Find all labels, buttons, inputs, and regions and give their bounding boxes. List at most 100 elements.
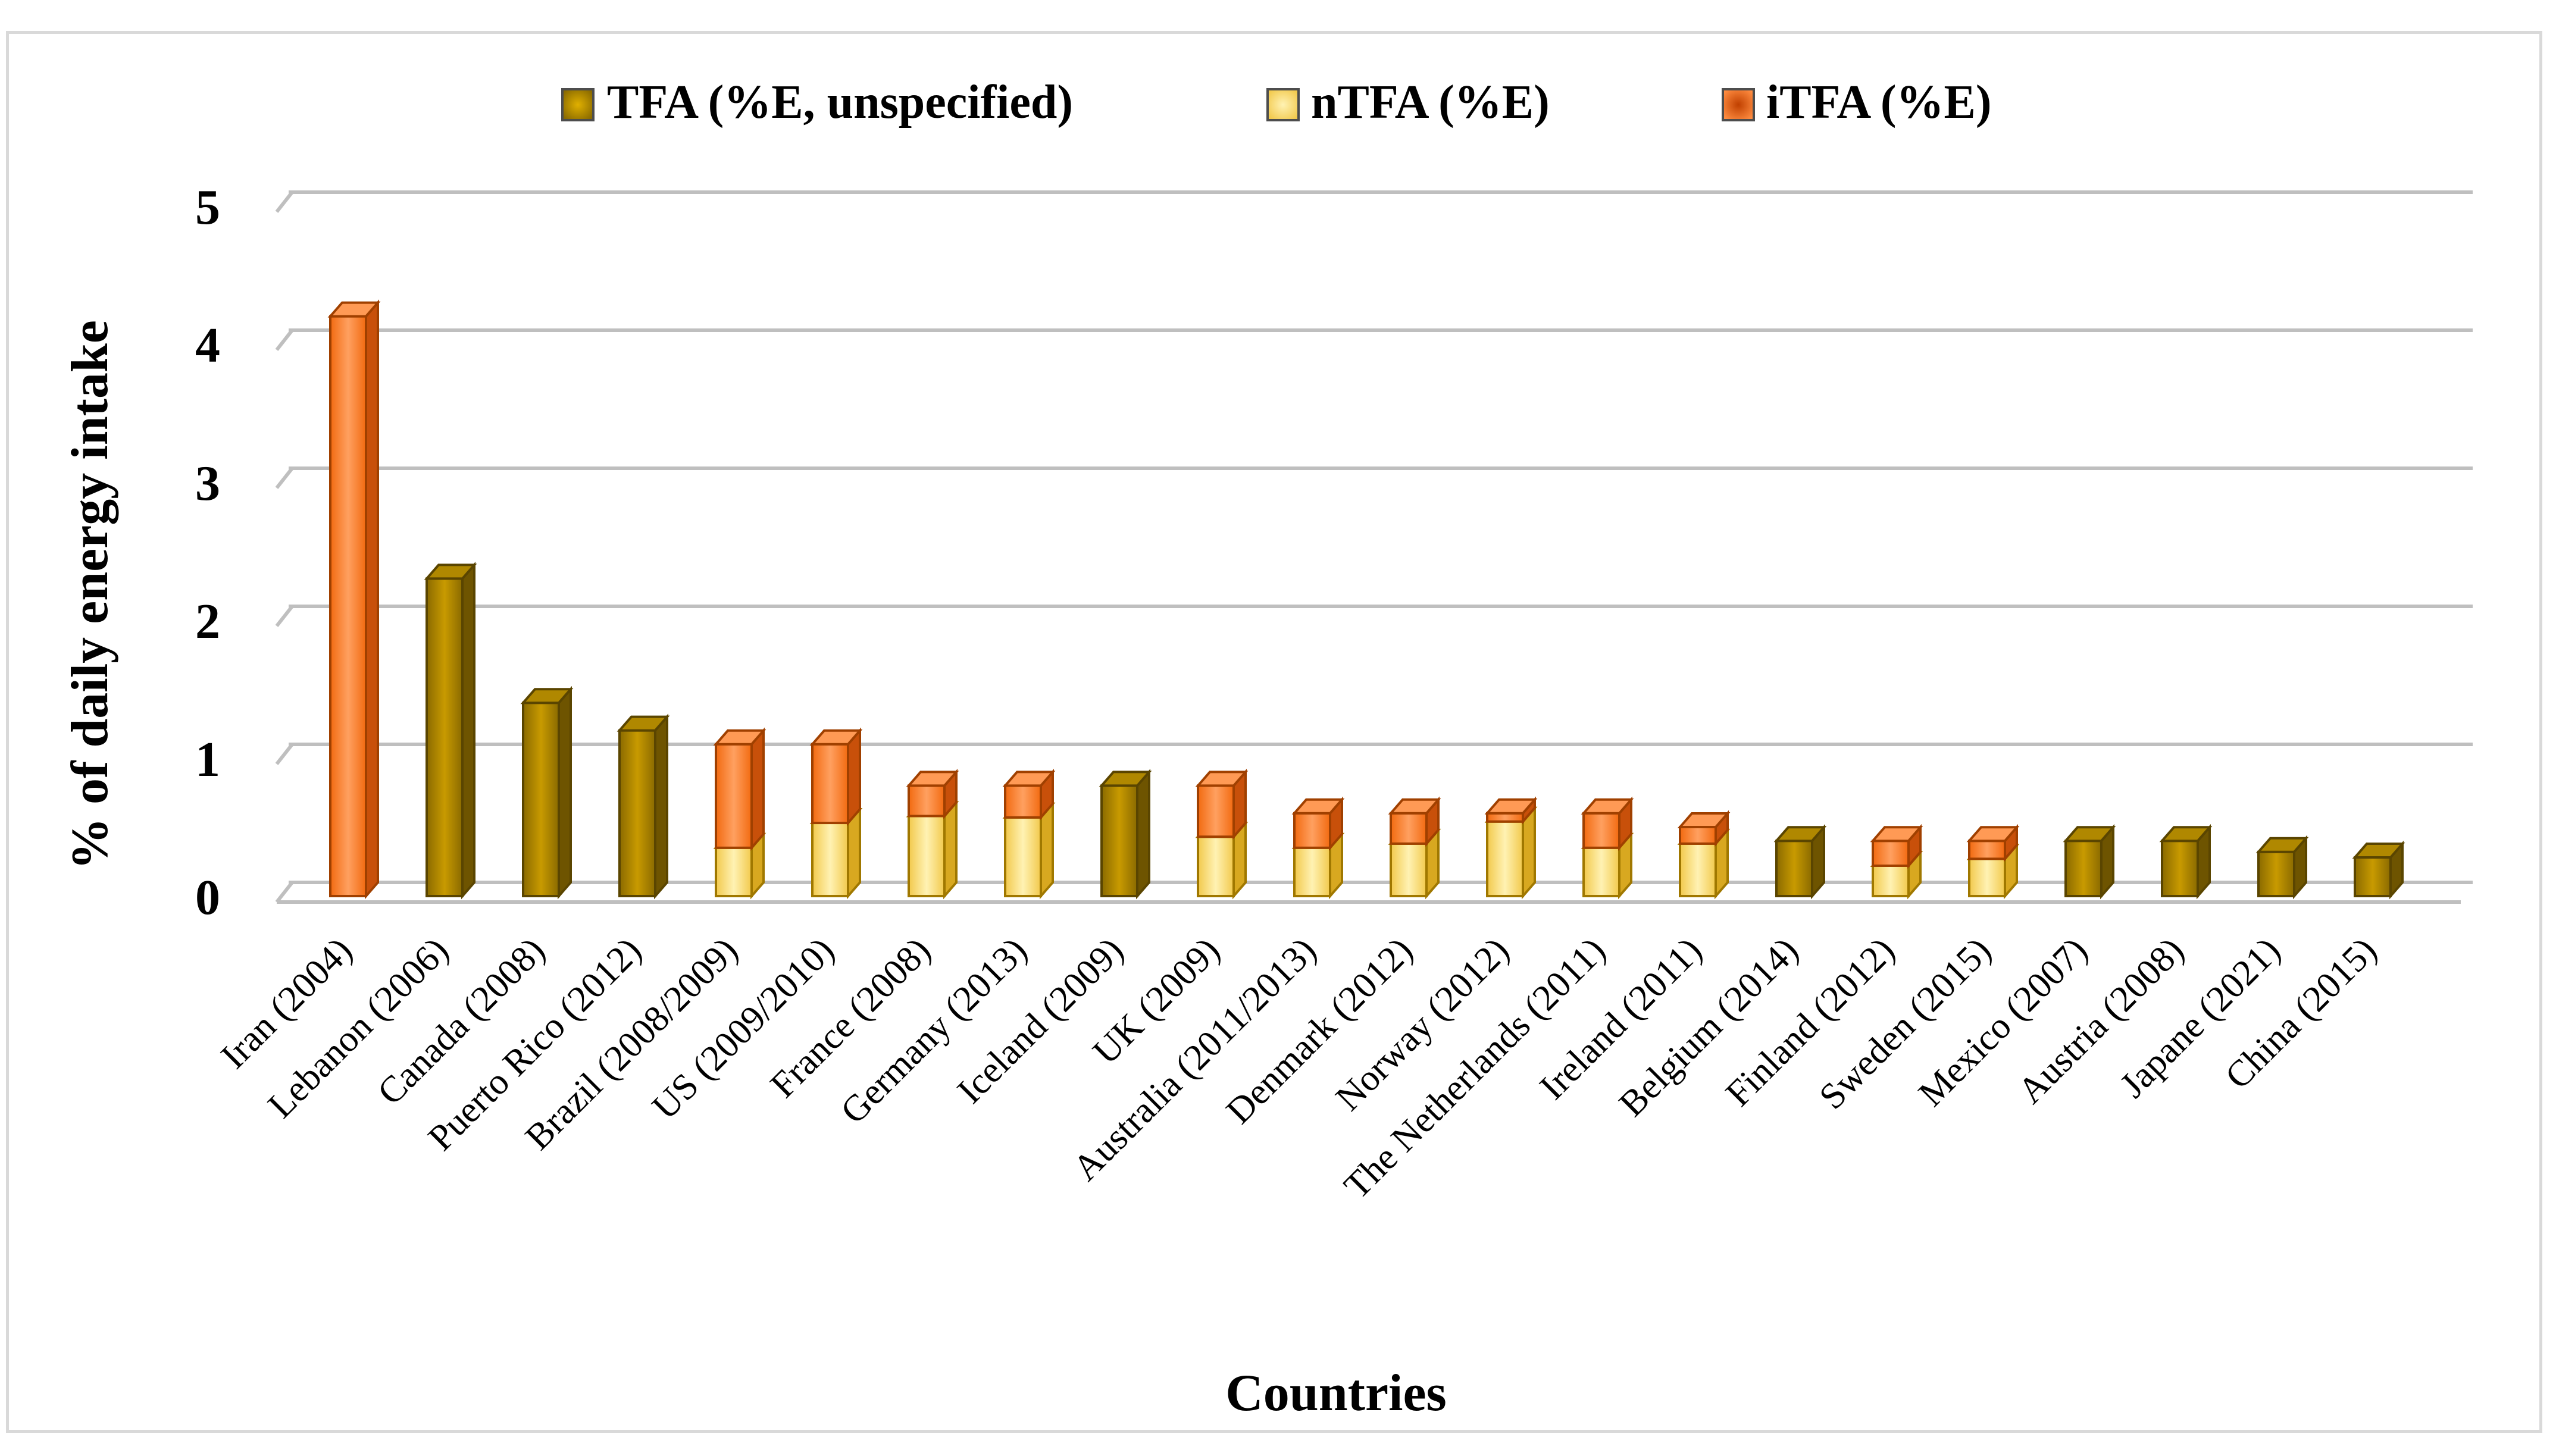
gridline-depth	[275, 605, 294, 627]
x-tick-label: Austria (2008)	[2010, 930, 2192, 1111]
bar-segment-tfa-top	[520, 688, 574, 704]
legend-item-itfa: iTFA (%E)	[1722, 76, 1992, 129]
bar-segment-itfa-side	[750, 727, 765, 851]
bar-segment-itfa	[1195, 769, 1249, 840]
legend-swatch-itfa	[1722, 88, 1755, 121]
bar-segment-itfa	[327, 299, 381, 900]
bar-stack	[327, 299, 381, 900]
y-tick-label: 1	[195, 732, 220, 787]
bar-segment-itfa	[713, 727, 767, 851]
bar-segment-tfa	[2352, 840, 2405, 900]
y-tick-label: 0	[195, 870, 220, 925]
bar-segment-ntfa	[809, 806, 863, 900]
bar-segment-tfa-top	[1773, 826, 1827, 843]
bar-segment-ntfa-front	[1968, 857, 2006, 897]
bar-segment-ntfa-front	[811, 822, 849, 898]
bar-stack	[424, 562, 477, 900]
bar-segment-tfa-top	[2255, 837, 2309, 853]
bar-segment-tfa-front	[2354, 856, 2392, 898]
bar-segment-itfa-front	[1872, 840, 1910, 867]
bar-stack	[617, 713, 670, 900]
bar-stack	[1773, 823, 1827, 900]
bar-segment-tfa	[2159, 823, 2213, 900]
bar-stack	[809, 727, 863, 900]
bar-segment-itfa-top	[1291, 798, 1345, 815]
bar-stack	[713, 727, 767, 900]
bar-segment-ntfa-side	[943, 799, 958, 900]
bar-stack	[1581, 796, 1634, 900]
bar-stack	[1291, 796, 1345, 900]
bar-segment-itfa-top	[906, 771, 959, 787]
bar-segment-tfa-top	[2159, 826, 2213, 843]
bar-segment-tfa-front	[2257, 850, 2295, 898]
bar-segment-itfa-top	[1484, 798, 1538, 815]
legend-label-tfa: TFA (%E, unspecified)	[607, 76, 1073, 129]
bar-stack	[1870, 823, 1923, 900]
bar-segment-tfa-front	[426, 577, 464, 897]
gridline-depth	[275, 881, 294, 903]
legend-swatch-tfa	[561, 88, 595, 121]
bar-segment-tfa-top	[424, 563, 477, 580]
gridline-depth	[275, 743, 294, 765]
bar-segment-itfa	[1388, 796, 1441, 847]
bar-segment-ntfa-front	[715, 846, 753, 898]
x-tick-label: Norway (2012)	[1328, 930, 1517, 1119]
bar-segment-itfa-front	[1968, 840, 2006, 860]
bar-stack	[1195, 769, 1249, 900]
bar-stack	[1388, 796, 1441, 900]
gridline-depth	[275, 467, 294, 489]
bar-segment-itfa-front	[715, 743, 753, 849]
bar-segment-itfa-top	[1677, 812, 1731, 828]
bar-segment-itfa	[1677, 810, 1731, 847]
bar-stack	[1966, 823, 2020, 900]
bar-segment-ntfa-front	[1872, 864, 1910, 897]
bar-segment-itfa	[906, 769, 959, 819]
bar-segment-itfa-top	[809, 729, 863, 746]
bar-segment-itfa-front	[1197, 784, 1235, 838]
bar-segment-tfa-top	[1099, 771, 1152, 787]
bar-segment-tfa	[2063, 823, 2116, 900]
bar-stack	[1002, 769, 1056, 900]
bar-segment-ntfa-front	[1582, 846, 1620, 898]
x-tick-label: Canada (2008)	[370, 930, 553, 1113]
x-tick-label: Iceland (2009)	[950, 930, 1131, 1111]
x-tick-label: Mexico (2007)	[1911, 930, 2095, 1114]
bar-segment-ntfa-front	[1390, 842, 1428, 897]
bar-segment-tfa	[2255, 835, 2309, 900]
gridline-depth	[275, 329, 294, 351]
bar-stack	[1484, 796, 1538, 900]
bar-stack	[2063, 823, 2116, 900]
bar-segment-itfa-top	[1966, 826, 2020, 843]
y-axis-ticks: 0 1 2 3 4 5	[195, 180, 220, 925]
bar-segment-tfa-front	[1100, 784, 1138, 898]
x-tick-label: Finland (2012)	[1718, 930, 1903, 1114]
gridline-depth	[275, 191, 294, 213]
bar-segment-ntfa-side	[1040, 800, 1054, 900]
y-axis-title: % of daily energy intake	[61, 320, 119, 870]
bar-segment-ntfa-front	[908, 815, 946, 897]
bar-segment-ntfa-front	[1293, 846, 1331, 898]
bar-stack	[1099, 769, 1152, 900]
legend-label-ntfa: nTFA (%E)	[1311, 76, 1550, 129]
bar-segment-tfa-front	[1775, 840, 1813, 897]
bar-segment-itfa	[1291, 796, 1345, 851]
bar-segment-itfa-top	[1388, 798, 1441, 815]
bar-segment-tfa-top	[2063, 826, 2116, 843]
bar-segment-ntfa-front	[1486, 820, 1524, 897]
bar-segment-itfa-top	[1002, 771, 1056, 787]
bar-segment-tfa-front	[2161, 840, 2199, 897]
bar-segment-tfa-front	[618, 729, 656, 897]
y-tick-label: 5	[195, 180, 220, 235]
legend-item-ntfa: nTFA (%E)	[1266, 76, 1550, 129]
x-axis-title: Countries	[1225, 1364, 1447, 1422]
bar-segment-tfa-side	[1136, 769, 1150, 900]
bar-segment-tfa	[520, 685, 574, 900]
bar-segment-itfa	[1002, 769, 1056, 821]
bar-segment-ntfa-front	[1197, 835, 1235, 897]
bar-segment-tfa-top	[617, 715, 670, 732]
bar-segment-itfa-top	[713, 729, 767, 746]
x-axis-ticks: Iran (2004)Lebanon (2006)Canada (2008)Pu…	[213, 930, 2385, 1207]
bar-segment-itfa-front	[1679, 826, 1717, 845]
bar-segment-itfa-front	[1004, 784, 1042, 819]
